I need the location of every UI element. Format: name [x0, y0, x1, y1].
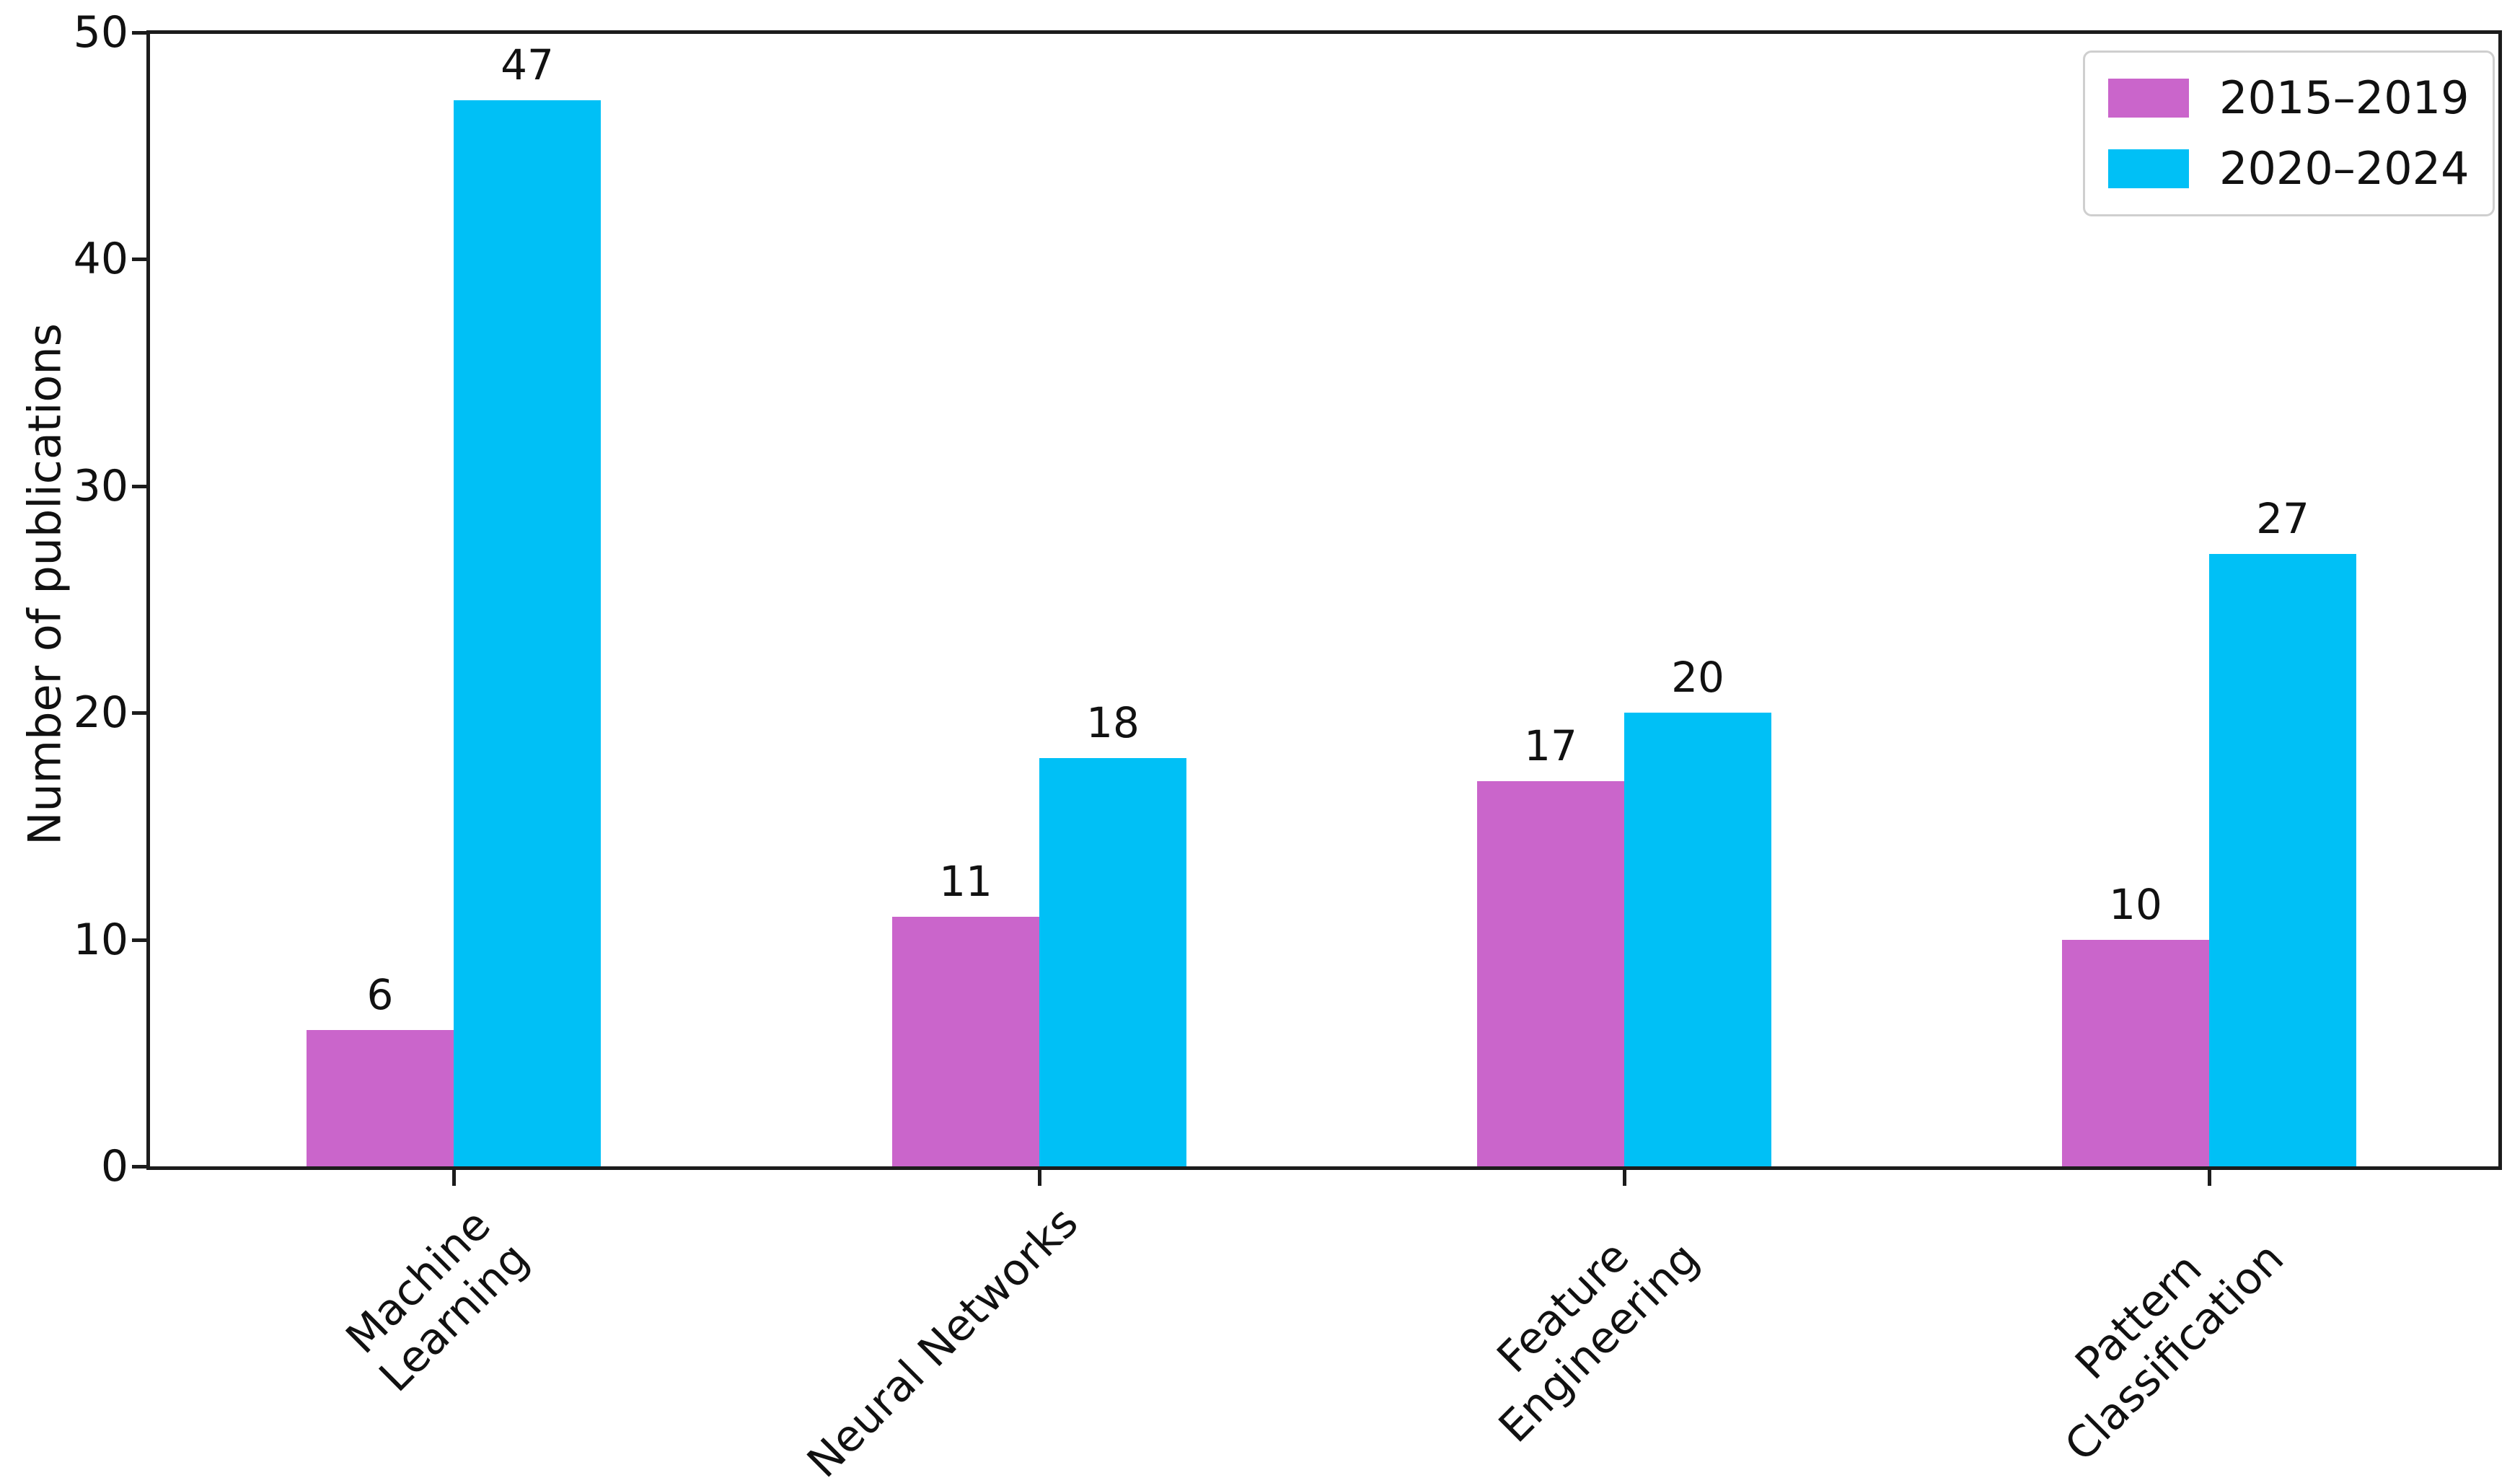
- bar-value-label: 27: [2256, 494, 2309, 544]
- x-tick-mark: [1038, 1170, 1041, 1186]
- bar: [1039, 758, 1186, 1166]
- legend-label: 2015–2019: [2219, 71, 2470, 124]
- x-tick-mark: [1623, 1170, 1626, 1186]
- plot-area: [146, 30, 2502, 1170]
- y-tick-mark: [132, 711, 146, 716]
- bar-value-label: 11: [939, 857, 992, 907]
- y-tick-mark: [132, 938, 146, 942]
- legend-entry: 2020–2024: [2108, 144, 2470, 194]
- y-tick-label: 10: [73, 914, 128, 965]
- y-tick-label: 40: [73, 234, 128, 285]
- bar: [1477, 780, 1624, 1166]
- x-tick-mark: [452, 1170, 456, 1186]
- bar-value-label: 6: [366, 970, 394, 1020]
- legend-swatch: [2108, 149, 2189, 188]
- bar-value-label: 18: [1086, 698, 1140, 748]
- x-tick-mark: [2208, 1170, 2211, 1186]
- bar: [892, 917, 1039, 1166]
- x-tick-label: Neural Networks: [798, 1197, 1088, 1483]
- bar: [2209, 554, 2356, 1166]
- y-axis-label: Number of publications: [18, 323, 71, 845]
- x-tick-label: Pattern Classification: [2055, 1233, 2294, 1471]
- bar: [1624, 713, 1771, 1166]
- y-tick-label: 50: [73, 7, 128, 58]
- bar-value-label: 17: [1524, 721, 1577, 770]
- bar-value-label: 20: [1671, 653, 1724, 703]
- bar: [454, 100, 601, 1166]
- y-tick-mark: [132, 1165, 146, 1169]
- y-tick-label: 30: [73, 460, 128, 511]
- y-tick-label: 0: [100, 1141, 128, 1192]
- x-tick-label: Machine Learning: [336, 1200, 538, 1402]
- legend-entry: 2015–2019: [2108, 73, 2470, 123]
- legend-swatch: [2108, 79, 2189, 118]
- bar-value-label: 10: [2109, 879, 2162, 929]
- y-tick-mark: [132, 258, 146, 262]
- bar: [307, 1030, 454, 1166]
- y-tick-label: 20: [73, 687, 128, 739]
- y-tick-mark: [132, 31, 146, 35]
- bar-value-label: 47: [501, 40, 554, 90]
- bar: [2062, 939, 2209, 1166]
- y-tick-mark: [132, 484, 146, 488]
- legend-label: 2020–2024: [2219, 142, 2470, 195]
- x-tick-label: Feature Engineering: [1487, 1231, 1709, 1453]
- legend: 2015–2019 2020–2024: [2083, 50, 2495, 216]
